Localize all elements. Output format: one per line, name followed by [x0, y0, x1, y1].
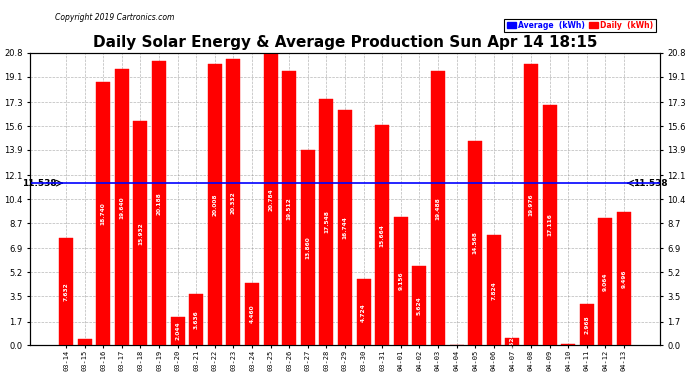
Text: 0.524: 0.524: [510, 332, 515, 351]
Bar: [394, 217, 408, 345]
Bar: [152, 62, 166, 345]
Bar: [413, 266, 426, 345]
Text: 11.538: 11.538: [633, 178, 668, 188]
Text: 14.568: 14.568: [473, 231, 477, 254]
Bar: [542, 105, 557, 345]
Bar: [338, 110, 352, 345]
Text: 17.116: 17.116: [547, 214, 552, 237]
Text: 9.496: 9.496: [622, 269, 627, 288]
Bar: [133, 122, 148, 345]
Bar: [561, 344, 575, 345]
Bar: [431, 71, 445, 345]
Bar: [357, 279, 371, 345]
Bar: [505, 338, 520, 345]
Bar: [375, 125, 389, 345]
Bar: [96, 82, 110, 345]
Text: 2.968: 2.968: [584, 315, 589, 334]
Bar: [617, 212, 631, 345]
Text: 11.538: 11.538: [22, 178, 57, 188]
Text: 9.064: 9.064: [603, 272, 608, 291]
Text: 20.784: 20.784: [268, 188, 273, 211]
Bar: [301, 150, 315, 345]
Bar: [189, 294, 203, 345]
Bar: [524, 64, 538, 345]
Bar: [319, 99, 333, 345]
Title: Daily Solar Energy & Average Production Sun Apr 14 18:15: Daily Solar Energy & Average Production …: [92, 35, 598, 50]
Bar: [245, 283, 259, 345]
Bar: [487, 236, 501, 345]
Text: 19.488: 19.488: [435, 197, 440, 220]
Text: 15.664: 15.664: [380, 224, 385, 247]
Bar: [469, 141, 482, 345]
Text: 16.744: 16.744: [342, 216, 348, 239]
Text: 20.332: 20.332: [231, 191, 236, 214]
Text: 20.188: 20.188: [157, 192, 161, 215]
Bar: [115, 69, 129, 345]
Bar: [59, 238, 73, 345]
Text: 15.932: 15.932: [138, 222, 143, 245]
Bar: [282, 71, 296, 345]
Bar: [208, 64, 221, 345]
Legend: Average  (kWh), Daily  (kWh): Average (kWh), Daily (kWh): [504, 19, 656, 32]
Text: 20.008: 20.008: [213, 194, 217, 216]
Text: 7.632: 7.632: [63, 282, 68, 301]
Bar: [170, 316, 185, 345]
Bar: [226, 60, 240, 345]
Text: Copyright 2019 Cartronics.com: Copyright 2019 Cartronics.com: [55, 13, 175, 22]
Text: 19.976: 19.976: [529, 194, 533, 216]
Bar: [598, 218, 612, 345]
Text: 18.740: 18.740: [101, 202, 106, 225]
Text: 7.824: 7.824: [491, 281, 496, 300]
Text: 4.724: 4.724: [361, 303, 366, 322]
Text: 17.548: 17.548: [324, 211, 329, 234]
Text: 3.636: 3.636: [194, 310, 199, 329]
Text: 9.156: 9.156: [398, 272, 403, 290]
Bar: [78, 339, 92, 345]
Text: 19.640: 19.640: [119, 196, 124, 219]
Bar: [580, 304, 594, 345]
Text: 4.460: 4.460: [250, 305, 255, 323]
Text: 13.860: 13.860: [305, 237, 310, 260]
Text: 2.044: 2.044: [175, 322, 180, 340]
Text: 5.624: 5.624: [417, 297, 422, 315]
Text: 19.512: 19.512: [287, 197, 292, 220]
Bar: [264, 53, 277, 345]
